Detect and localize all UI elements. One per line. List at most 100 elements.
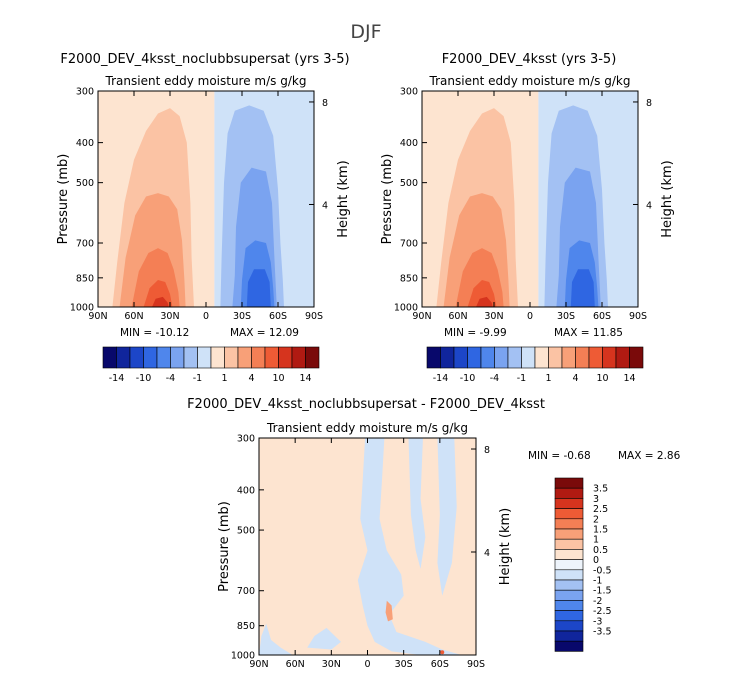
panel-1-colorbar-label: 10 [272, 373, 284, 384]
panel-3-ytick-label: 400 [237, 485, 255, 496]
panel-2-title: F2000_DEV_4ksst (yrs 3-5) [442, 52, 617, 67]
panel-3-xtick-label: 30N [322, 659, 341, 670]
panel-2-xtick-label: 60N [448, 311, 467, 322]
panel-3-colorbar-label: -3 [593, 616, 602, 627]
panel-2-ytick-label: 500 [400, 178, 418, 189]
panel-1-positive-contour [152, 296, 169, 307]
panel-1-colorbar-swatch [224, 346, 239, 369]
panel-2-xtick-label: 30N [484, 311, 503, 322]
panel-2-colorbar-swatch [494, 346, 509, 369]
panel-1-colorbar-label: -10 [136, 373, 152, 384]
panel-3-colorbar-label: 2.5 [593, 504, 608, 515]
panel-2-y2label: Height (km) [660, 160, 675, 237]
panel-3-negative-contour [259, 623, 293, 655]
panel-3-ylabel: Pressure (mb) [217, 501, 232, 592]
panel-3-colorbar-swatch [554, 579, 584, 591]
panel-2-xtick-label: 30S [557, 311, 575, 322]
panel-2-colorbar-swatch [521, 346, 536, 369]
panel-3-xtick-label: 60N [286, 659, 305, 670]
panel-3-colorbar: 3.532.521.510.50-0.5-1-1.5-2-2.5-3-3.5 [554, 477, 612, 652]
panel-2-ytick-label: 1000 [394, 303, 418, 314]
panel-2-subtitle: Transient eddy moisture m/s g/kg [429, 74, 631, 88]
panel-3-y2tick-label: 8 [484, 445, 490, 456]
panel-3-colorbar-swatch [554, 518, 584, 530]
panel-1-ytick-label: 1000 [70, 303, 94, 314]
panel-3-colorbar-label: 1 [593, 535, 599, 546]
panel-1-colorbar-swatch [291, 346, 306, 369]
panel-2-colorbar-label: -1 [517, 373, 526, 384]
panel-3-y2tick-label: 4 [484, 548, 490, 559]
panel-3-negative-contour [437, 438, 457, 596]
panel-1-colorbar-swatch [264, 346, 279, 369]
panel-3-ytick-label: 300 [237, 434, 255, 445]
panel-1-colorbar-swatch [278, 346, 293, 369]
panel-1-colorbar-label: 14 [299, 373, 311, 384]
panel-3-colorbar-swatch [554, 487, 584, 499]
panel-2-positive-contour [476, 296, 493, 307]
panel-3-negative-contour [408, 438, 426, 569]
panel-1-colorbar-swatch [129, 346, 144, 369]
panel-3-max-label: MAX = 2.86 [618, 450, 681, 462]
panel-3-colorbar-label: 3.5 [593, 484, 608, 495]
panel-3-colorbar-label: -3.5 [593, 627, 612, 638]
panel-3-colorbar-swatch [554, 640, 584, 652]
panel-1-colorbar: -14 -10 -4 -1 1 4 10 14 [102, 346, 320, 384]
panel-3-negative-contour [357, 438, 462, 655]
panel-1-y2tick-label: 4 [322, 200, 328, 211]
panel-1-axes: 90N 60N 30N 0 30S 60S 90S 300 400 500 700 850 1000 8 4… [56, 74, 351, 322]
panel-3 [259, 438, 476, 655]
panel-1-colorbar-swatch [237, 346, 252, 369]
panel-3-y2label: Height (km) [498, 508, 513, 585]
panel-3-colorbar-label: -0.5 [593, 565, 612, 576]
panel-2-colorbar-label: 4 [572, 373, 578, 384]
panel-1-xtick-label: 90N [88, 311, 107, 322]
panel-3-subtitle: Transient eddy moisture m/s g/kg [266, 421, 468, 435]
panel-3-colorbar-label: -1.5 [593, 586, 612, 597]
panel-3-positive-spot [440, 650, 445, 655]
panel-3-colorbar-label: 2 [593, 514, 599, 525]
panel-3-xtick-label: 90S [467, 659, 485, 670]
panel-3-xtick-label: 0 [364, 659, 370, 670]
panel-1-colorbar-swatch [116, 346, 131, 369]
panel-2-y2tick-label: 4 [646, 200, 652, 211]
panel-2-ytick-label: 850 [400, 273, 418, 284]
panel-3-colorbar-label: 0.5 [593, 545, 608, 556]
panel-3-colorbar-swatch [554, 498, 584, 509]
panel-2-colorbar-swatch [467, 346, 482, 369]
panel-1-negative-contour [246, 269, 271, 307]
panel-3-colorbar-swatch [554, 610, 584, 622]
panel-3-colorbar-swatch [554, 589, 584, 601]
panel-3-title: F2000_DEV_4ksst_noclubbsupersat - F2000_… [187, 397, 545, 412]
panel-1-title: F2000_DEV_4ksst_noclubbsupersat (yrs 3-5… [60, 52, 349, 67]
panel-2 [422, 91, 638, 308]
panel-1-colorbar-label: -14 [109, 373, 125, 384]
panel-1-colorbar-label: 1 [221, 373, 227, 384]
panel-1-y2label: Height (km) [336, 160, 351, 237]
panel-3-ytick-label: 500 [237, 526, 255, 537]
panel-1-colorbar-swatch [183, 346, 198, 369]
panel-1-ytick-label: 850 [76, 273, 94, 284]
panel-2-colorbar-swatch [453, 346, 468, 369]
panel-3-colorbar-swatch [554, 569, 584, 581]
figure-title: DJF [350, 21, 381, 43]
panel-3-colorbar-swatch [554, 620, 584, 632]
panel-1-colorbar-label: -1 [193, 373, 202, 384]
panel-3-xtick-label: 60S [431, 659, 449, 670]
panel-1-colorbar-swatch [251, 346, 266, 369]
panel-3-colorbar-swatch [554, 528, 584, 540]
panel-3-ytick-label: 850 [237, 621, 255, 632]
panel-2-colorbar-swatch [534, 346, 549, 369]
panel-3-positive-contour [385, 600, 393, 622]
panel-2-colorbar-label: 1 [545, 373, 551, 384]
panel-2-colorbar-swatch [615, 346, 630, 369]
panel-1-colorbar-label: 4 [248, 373, 254, 384]
panel-2-ytick-label: 400 [400, 138, 418, 149]
panel-1-subtitle: Transient eddy moisture m/s g/kg [105, 74, 307, 88]
panel-3-colorbar-swatch [554, 630, 584, 642]
panel-2-y2tick-label: 8 [646, 98, 652, 109]
panel-3-colorbar-label: -2 [593, 596, 602, 607]
panel-1-colorbar-swatch [102, 346, 117, 369]
panel-1-colorbar-swatch [170, 346, 185, 369]
panel-3-colorbar-label: 0 [593, 555, 599, 566]
